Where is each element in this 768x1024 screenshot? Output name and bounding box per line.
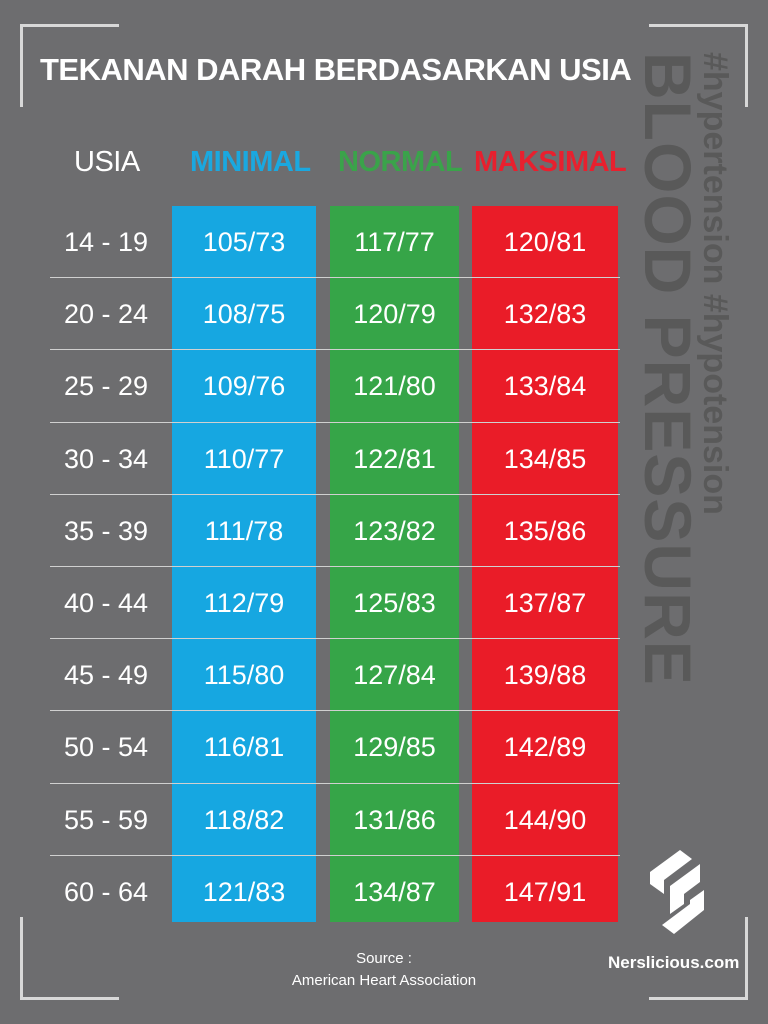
maksimal-cell: 132/83 (503, 299, 587, 330)
normal-cell: 117/77 (354, 227, 435, 257)
row-divider (50, 782, 620, 784)
minimal-cell: 115/80 (203, 660, 285, 691)
normal-cell: 129/85 (353, 732, 436, 763)
minimal-cell: 116/81 (203, 732, 285, 763)
minimal-cell: 108/75 (202, 299, 286, 330)
minimal-cell: 111/78 (204, 515, 284, 546)
age-cell: 40 - 44 (63, 588, 149, 618)
header-minimal: MINIMAL (190, 146, 311, 178)
header-usia: USIA (74, 146, 140, 178)
frame-corner-top-right (649, 24, 748, 107)
source-note: Source : American Heart Association (280, 948, 488, 992)
header-normal: NORMAL (338, 146, 463, 178)
minimal-cell: 112/79 (203, 588, 285, 618)
normal-cell: 134/87 (353, 876, 436, 907)
maksimal-cell: 142/89 (503, 732, 587, 763)
maksimal-cell: 134/85 (503, 443, 587, 474)
normal-cell: 127/84 (353, 660, 436, 691)
maksimal-cell: 144/90 (503, 804, 587, 835)
age-cell: 45 - 49 (63, 660, 149, 691)
minimal-cell: 110/77 (203, 443, 285, 474)
age-cell: 50 - 54 (63, 732, 149, 763)
age-cell: 55 - 59 (63, 804, 149, 835)
row-divider (50, 277, 620, 279)
column-minimal (172, 206, 316, 922)
maksimal-cell: 133/84 (503, 371, 587, 402)
normal-cell: 122/81 (353, 443, 436, 474)
row-divider (50, 638, 620, 640)
age-cell: 20 - 24 (63, 299, 149, 330)
row-divider (50, 710, 620, 712)
normal-cell: 123/82 (353, 515, 436, 546)
age-cell: 14 - 19 (63, 227, 149, 257)
column-maksimal (472, 206, 618, 922)
maksimal-cell: 135/86 (503, 515, 587, 546)
header-maksimal: MAKSIMAL (474, 146, 627, 178)
normal-cell: 120/79 (353, 299, 436, 330)
minimal-cell: 109/76 (202, 371, 286, 402)
frame-corner-bottom-right (649, 917, 748, 1000)
row-divider (50, 566, 620, 567)
row-divider (50, 349, 620, 351)
side-hashtags-text: #hypertension #hypotension (696, 52, 734, 515)
age-cell: 30 - 34 (63, 443, 149, 474)
maksimal-cell: 137/87 (503, 588, 587, 618)
normal-cell: 125/83 (353, 588, 436, 618)
age-cell: 60 - 64 (63, 876, 149, 907)
row-divider (50, 493, 620, 495)
maksimal-cell: 120/81 (503, 227, 587, 257)
minimal-cell: 118/82 (203, 804, 285, 835)
normal-cell: 121/80 (353, 371, 436, 402)
frame-corner-top-left (20, 24, 119, 107)
brand-logo-icon (650, 850, 704, 934)
frame-corner-bottom-left (20, 917, 119, 1000)
maksimal-cell: 139/88 (503, 660, 587, 691)
brand-name: Nerslicious.com (608, 953, 740, 972)
age-cell: 35 - 39 (63, 515, 149, 546)
normal-cell: 131/86 (353, 804, 436, 835)
source-name: American Heart Association (291, 972, 477, 989)
minimal-cell: 105/73 (202, 227, 286, 257)
minimal-cell: 121/83 (202, 876, 286, 907)
age-cell: 25 - 29 (63, 371, 149, 402)
side-hashtags: #hypertension #hypotension (696, 52, 740, 652)
maksimal-cell: 147/91 (503, 876, 587, 907)
column-normal (330, 206, 459, 922)
row-divider (50, 854, 620, 856)
row-divider (50, 421, 620, 423)
page-title: TEKANAN DARAH BERDASARKAN USIA (40, 52, 632, 87)
source-label: Source : (356, 950, 412, 967)
